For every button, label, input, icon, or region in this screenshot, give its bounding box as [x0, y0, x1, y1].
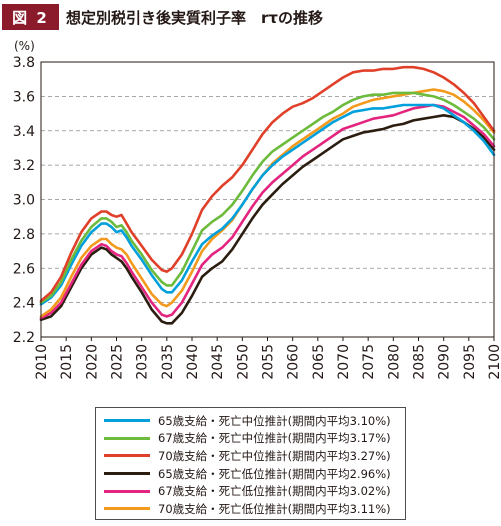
x-tick-label: 2100: [487, 344, 501, 380]
legend-label: 70歳支給・死亡低位推計(期間内平均3.11%): [158, 501, 391, 516]
y-tick-label: 2.2: [13, 330, 35, 346]
x-tick-label: 2060: [286, 344, 302, 380]
x-tick-label: 2085: [412, 344, 428, 380]
x-tick-label: 2035: [160, 344, 176, 380]
legend-swatch: [104, 472, 150, 476]
y-tick-label: 2.8: [13, 227, 35, 243]
y-tick-label: 3.8: [13, 55, 35, 71]
x-tick-label: 2070: [336, 344, 352, 380]
y-tick-label: 3.6: [13, 89, 35, 105]
legend-swatch: [104, 454, 150, 458]
y-axis-unit-label: (%): [14, 39, 35, 53]
legend-label: 65歳支給・死亡低位推計(期間内平均2.96%): [158, 466, 391, 481]
series-line-4: [39, 114, 496, 325]
legend-item: 65歳支給・死亡低位推計(期間内平均2.96%): [104, 465, 405, 483]
legend-label: 67歳支給・死亡低位推計(期間内平均3.02%): [158, 484, 391, 499]
legend-swatch: [104, 436, 150, 440]
x-tick-label: 2075: [361, 344, 377, 380]
legend-item: 70歳支給・死亡中位推計(期間内平均3.27%): [104, 447, 405, 465]
x-tick-label: 2050: [235, 344, 251, 380]
y-tick-label: 3.0: [13, 193, 35, 209]
legend-item: 70歳支給・死亡低位推計(期間内平均3.11%): [104, 500, 405, 518]
x-tick-label: 2055: [261, 344, 277, 380]
x-tick-label: 2040: [185, 344, 201, 380]
legend-item: 67歳支給・死亡低位推計(期間内平均3.02%): [104, 482, 405, 500]
y-axis-ticks: 2.2 2.4 2.6 2.8 3.0 3.2 3.4 3.6 3.8: [13, 55, 35, 346]
x-tick-label: 2025: [110, 344, 126, 380]
figure-title: 想定別税引き後実質利子率 rτの推移: [66, 9, 323, 27]
y-tick-label: 2.6: [13, 261, 35, 277]
x-tick-label: 2010: [34, 344, 50, 380]
y-tick-label: 3.2: [13, 158, 35, 174]
x-tick-label: 2020: [84, 344, 100, 380]
y-tick-label: 2.4: [13, 296, 35, 312]
legend-item: 67歳支給・死亡中位推計(期間内平均3.17%): [104, 430, 405, 448]
y-tick-label: 3.4: [13, 124, 35, 140]
line-chart: (%) 2.2 2.4 2.6 2.8 3.0 3.2 3.4 3.6 3.8 2010 2015…: [13, 39, 501, 380]
figure-header: 図 2 想定別税引き後実質利子率 rτの推移: [0, 0, 501, 34]
x-tick-label: 2045: [210, 344, 226, 380]
x-tick-label: 2015: [59, 344, 75, 380]
legend-label: 67歳支給・死亡中位推計(期間内平均3.17%): [158, 431, 391, 446]
series-line-5: [39, 103, 496, 320]
x-tick-label: 2095: [462, 344, 478, 380]
legend-swatch: [104, 507, 150, 511]
figure-number-badge: 図 2: [2, 4, 59, 30]
x-tick-label: 2030: [135, 344, 151, 380]
legend-label: 70歳支給・死亡中位推計(期間内平均3.27%): [158, 448, 391, 463]
series-line-3: [39, 65, 496, 303]
x-tick-label: 2090: [437, 344, 453, 380]
chart-series-layer: [39, 65, 496, 325]
x-axis-ticks: 2010 2015 2020 2025 2030 2035 2040 2045 2050 2055…: [34, 337, 501, 380]
series-line-1: [39, 103, 496, 306]
legend-swatch: [104, 419, 150, 423]
x-tick-label: 2080: [386, 344, 402, 380]
legend-label: 65歳支給・死亡中位推計(期間内平均3.10%): [158, 413, 391, 428]
series-line-6: [39, 88, 496, 318]
legend-item: 65歳支給・死亡中位推計(期間内平均3.10%): [104, 412, 405, 430]
series-line-2: [39, 91, 496, 304]
legend-swatch: [104, 489, 150, 493]
x-tick-label: 2065: [311, 344, 327, 380]
chart-legend: 65歳支給・死亡中位推計(期間内平均3.10%) 67歳支給・死亡中位推計(期間内…: [95, 407, 406, 520]
